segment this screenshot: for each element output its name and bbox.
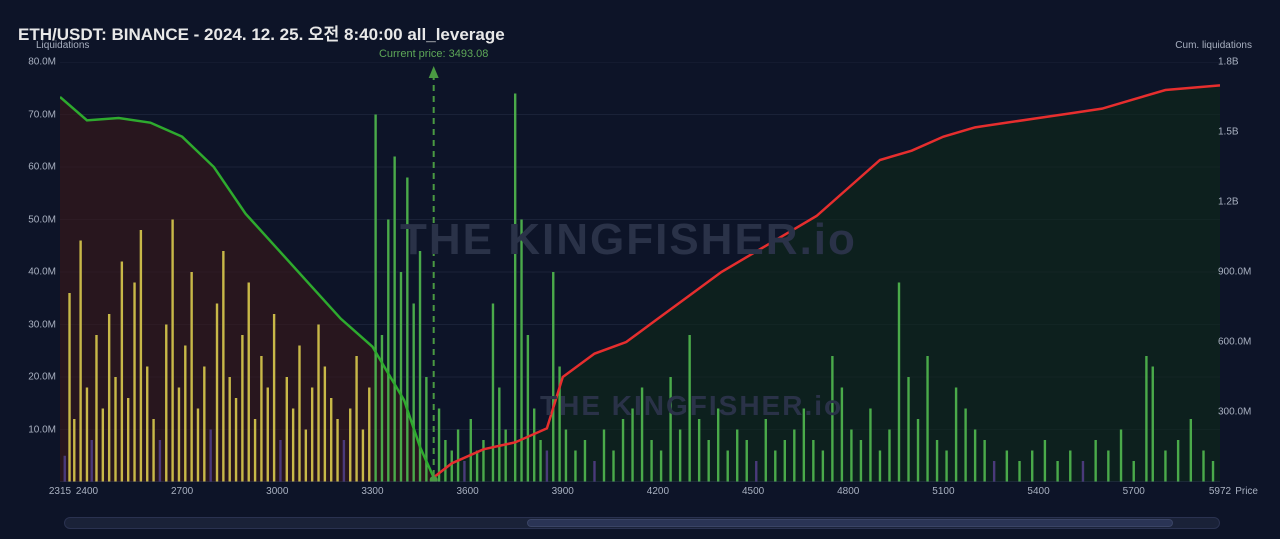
y-left-axis-label: Liquidations [36,40,89,51]
x-tick: 4200 [647,486,669,497]
x-tick: 5400 [1027,486,1049,497]
x-tick: 4800 [837,486,859,497]
x-tick: 3600 [456,486,478,497]
y-right-tick: 1.5B [1218,127,1268,138]
chart-title: ETH/USDT: BINANCE - 2024. 12. 25. 오전 8:4… [18,20,505,45]
y-right-tick: 900.0M [1218,267,1268,278]
x-tick: 2315 [49,486,71,497]
scrollbar-track[interactable] [64,517,1220,529]
chart-area[interactable] [60,62,1220,482]
x-tick: 2400 [76,486,98,497]
scrollbar-thumb[interactable] [527,519,1173,527]
current-price-label: Current price: 3493.08 [379,48,488,60]
y-right-tick: 300.0M [1218,407,1268,418]
y-left-tick: 40.0M [12,267,56,278]
y-right-axis-label: Cum. liquidations [1175,40,1252,51]
x-tick: 5100 [932,486,954,497]
x-tick: 4500 [742,486,764,497]
y-left-tick: 30.0M [12,319,56,330]
y-left-tick: 60.0M [12,162,56,173]
y-left-tick: 20.0M [12,372,56,383]
y-left-tick: 10.0M [12,424,56,435]
x-tick: 3900 [552,486,574,497]
y-right-tick: 1.8B [1218,57,1268,68]
y-right-tick: 600.0M [1218,337,1268,348]
liquidation-chart [60,62,1220,482]
y-right-tick: 1.2B [1218,197,1268,208]
y-left-tick: 80.0M [12,57,56,68]
x-tick: 2700 [171,486,193,497]
x-tick: 3300 [361,486,383,497]
x-tick: 3000 [266,486,288,497]
x-axis-label: Price [1235,486,1258,497]
y-left-tick: 70.0M [12,109,56,120]
x-tick: 5700 [1123,486,1145,497]
x-tick: 5972 [1209,486,1231,497]
y-left-tick: 50.0M [12,214,56,225]
